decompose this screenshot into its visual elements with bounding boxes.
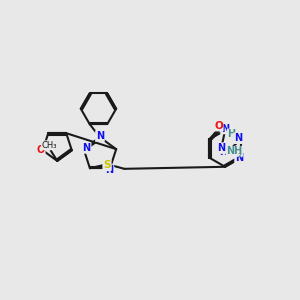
Text: CH₃: CH₃ [41,141,57,150]
Text: N: N [96,131,104,141]
Text: O: O [214,121,223,130]
Text: H: H [227,129,236,139]
Text: N: N [234,133,242,143]
Text: O: O [37,145,45,155]
Text: N: N [221,124,229,134]
Text: ₂: ₂ [237,150,241,159]
Text: N: N [217,143,225,153]
Text: N: N [219,147,227,157]
Text: S: S [103,160,111,170]
Text: N: N [235,153,243,163]
Text: NH: NH [226,146,242,156]
Text: N: N [82,143,91,153]
Text: N: N [105,165,113,175]
